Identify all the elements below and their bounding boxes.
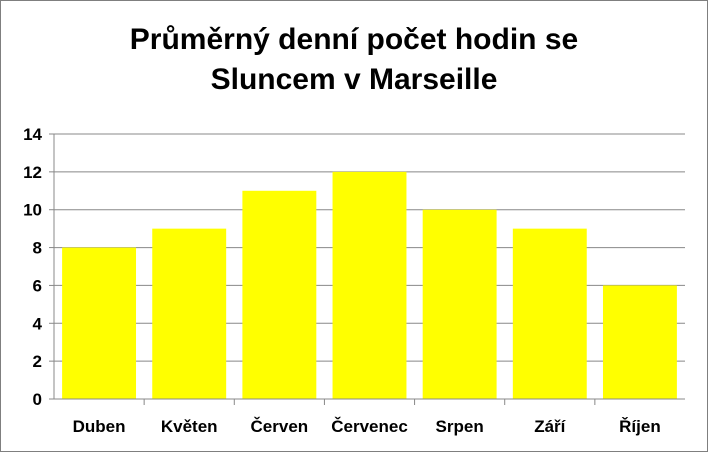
x-category-label: Říjen [619,417,661,436]
chart-title-line-1: Průměrný denní počet hodin se [129,23,579,56]
y-tick-label: 12 [23,163,42,182]
y-tick-label: 2 [33,352,42,371]
bar-červen [242,190,317,399]
bar-září [512,228,587,399]
chart-title: Průměrný denní počet hodin se Sluncem v … [0,20,708,100]
bars [62,171,677,399]
x-axis-labels: Duben Květen Červen Červenec Srpen Září Říjen [73,417,661,436]
bar-srpen [422,209,497,399]
y-axis-ticks: 0 2 4 6 8 10 12 14 [23,125,42,409]
axes [49,133,685,405]
bar-říjen [602,285,677,399]
x-category-label: Září [534,417,566,436]
x-category-label: Červen [251,417,309,436]
chart-title-line-2: Sluncem v Marseille [210,63,498,96]
x-category-label: Květen [161,417,218,436]
x-category-label: Duben [73,417,126,436]
y-tick-label: 8 [33,239,42,258]
y-tick-label: 6 [33,276,42,295]
y-tick-label: 0 [33,390,42,409]
x-category-label: Srpen [436,417,484,436]
y-tick-label: 10 [23,201,42,220]
y-tick-label: 4 [33,314,43,333]
x-category-label: Červenec [331,417,408,436]
bar-květen [152,228,227,399]
bar-červenec [332,171,407,399]
y-tick-label: 14 [23,125,42,144]
bar-duben [62,247,137,399]
